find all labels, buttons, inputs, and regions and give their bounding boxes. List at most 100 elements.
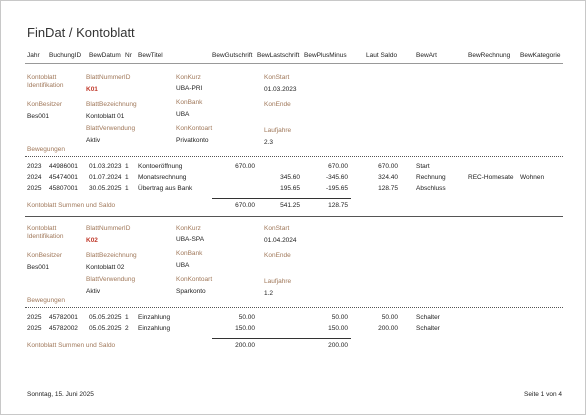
cell: 45474001 — [49, 174, 78, 181]
field-label: KonKontoart — [176, 276, 213, 283]
field-label: KonEnde — [264, 252, 291, 259]
section-label: Bewegungen — [27, 297, 65, 304]
cell: 324.40 — [378, 174, 398, 181]
field-value: Kontoblatt 01 — [86, 113, 125, 120]
cell: 150.00 — [328, 325, 348, 332]
field-label: BlattBezeichnung — [86, 252, 137, 259]
cell: 50.00 — [381, 314, 398, 321]
field-label: KonBesitzer — [27, 101, 63, 108]
block-rule — [25, 216, 563, 217]
sum-value: 200.00 — [235, 342, 255, 349]
footer-page: Seite 1 von 4 — [524, 391, 562, 398]
cell: 30.05.2025 — [89, 185, 122, 192]
cell: Einzahlung — [138, 325, 171, 332]
field-label: Laufjahre — [264, 127, 292, 134]
cell: 01.03.2023 — [89, 163, 122, 170]
field-label: KonBank — [176, 250, 203, 257]
cell: Einzahlung — [138, 314, 171, 321]
dotted-rule — [25, 156, 563, 157]
cell: Kontoeröffnung — [138, 163, 183, 170]
field-label: KonBesitzer — [27, 252, 63, 259]
cell: Abschluss — [416, 185, 446, 192]
column-header: BewRechnung — [468, 52, 511, 59]
cell: 670.00 — [328, 163, 348, 170]
cell: 45782002 — [49, 325, 78, 332]
field-value: 01.03.2023 — [264, 86, 297, 93]
field-value: Aktiv — [86, 288, 101, 295]
cell: 2025 — [27, 314, 42, 321]
field-label: KonStart — [264, 225, 290, 232]
field-value: Bes001 — [27, 264, 50, 271]
cell: 670.00 — [378, 163, 398, 170]
field-value: UBA-SPA — [176, 236, 205, 243]
cell: 200.00 — [378, 325, 398, 332]
sum-rule — [212, 198, 351, 199]
field-label: Kontoblatt Identifikation — [27, 225, 64, 240]
field-value: Sparkonto — [176, 288, 206, 295]
column-header: BuchungID — [49, 52, 82, 59]
field-label: BlattVerwendung — [86, 125, 136, 132]
header-rule — [25, 63, 563, 64]
cell: -345.60 — [325, 174, 348, 181]
sum-value: 128.75 — [328, 202, 348, 209]
cell: 128.75 — [378, 185, 398, 192]
cell: 45807001 — [49, 185, 78, 192]
cell: 2025 — [27, 325, 42, 332]
column-header: BewGutschrift — [212, 52, 253, 59]
cell: REC-Homesate — [468, 174, 514, 181]
cell: Wohnen — [520, 174, 545, 181]
cell: 1 — [125, 174, 129, 181]
cell: 50.00 — [238, 314, 255, 321]
field-label: KonKurz — [176, 74, 201, 81]
field-value: 1.2 — [264, 290, 274, 297]
cell: 2025 — [27, 185, 42, 192]
field-label: BlattVerwendung — [86, 276, 136, 283]
cell: 150.00 — [235, 325, 255, 332]
cell: Start — [416, 163, 430, 170]
cell: 2024 — [27, 174, 42, 181]
field-label: BlattNummerID — [86, 74, 131, 81]
cell: 670.00 — [235, 163, 255, 170]
field-label: KonKurz — [176, 225, 201, 232]
column-header: BewArt — [416, 52, 437, 59]
sum-label: Kontoblatt Summen und Saldo — [27, 342, 116, 349]
field-value: Kontoblatt 02 — [86, 264, 125, 271]
cell: 2023 — [27, 163, 42, 170]
cell: Übertrag aus Bank — [138, 185, 193, 192]
field-label: BlattBezeichnung — [86, 101, 137, 108]
column-header: BewKategorie — [520, 52, 561, 59]
field-value: UBA — [176, 111, 190, 118]
field-value: UBA-PRI — [176, 85, 203, 92]
cell: 195.65 — [280, 185, 300, 192]
dotted-rule — [25, 307, 563, 308]
sum-value: 670.00 — [235, 202, 255, 209]
field-value: UBA — [176, 262, 190, 269]
cell: 345.60 — [280, 174, 300, 181]
cell: Rechnung — [416, 174, 446, 181]
field-label: KonKontoart — [176, 125, 213, 132]
cell: Monatsrechnung — [138, 174, 187, 181]
field-label: KonBank — [176, 99, 203, 106]
column-header: BewTitel — [138, 52, 163, 59]
cell: 01.07.2024 — [89, 174, 122, 181]
sum-label: Kontoblatt Summen und Saldo — [27, 202, 116, 209]
cell: 1 — [125, 314, 129, 321]
field-value: 2.3 — [264, 139, 274, 146]
footer-date: Sonntag, 15. Juni 2025 — [27, 391, 94, 398]
field-value: K02 — [86, 237, 98, 244]
field-value: Aktiv — [86, 137, 101, 144]
column-header: BewDatum — [89, 52, 121, 59]
field-value: 01.04.2024 — [264, 237, 297, 244]
cell: 45782001 — [49, 314, 78, 321]
cell: 1 — [125, 163, 129, 170]
cell: 05.05.2025 — [89, 325, 122, 332]
section-label: Bewegungen — [27, 146, 65, 153]
field-label: Kontoblatt Identifikation — [27, 74, 64, 89]
column-header: Jahr — [27, 52, 40, 59]
column-header: BewPlusMinus — [304, 52, 347, 59]
field-label: KonStart — [264, 74, 290, 81]
cell: 2 — [125, 325, 129, 332]
cell: 50.00 — [331, 314, 348, 321]
sum-value: 541.25 — [280, 202, 300, 209]
